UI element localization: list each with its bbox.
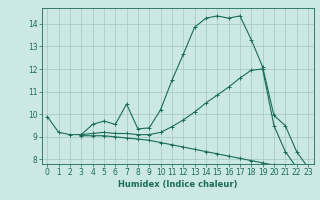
X-axis label: Humidex (Indice chaleur): Humidex (Indice chaleur) bbox=[118, 180, 237, 189]
